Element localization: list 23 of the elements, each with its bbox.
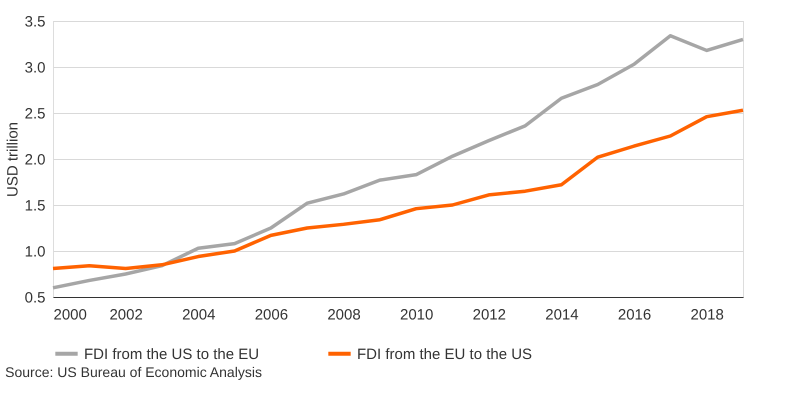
legend-label: FDI from the EU to the US <box>357 346 532 363</box>
y-tick-label: 1.5 <box>24 198 46 214</box>
y-tick-label: 3.0 <box>24 60 46 76</box>
x-tick-label: 2004 <box>182 306 216 324</box>
legend-label: FDI from the US to the EU <box>84 346 260 363</box>
y-tick-label: 1.0 <box>24 244 46 260</box>
y-tick-label: 2.0 <box>24 152 46 168</box>
x-tick-label: 2010 <box>400 306 434 324</box>
x-tick-label: 2014 <box>545 306 579 324</box>
x-tick-label: 2000 <box>54 306 87 324</box>
x-tick-label: 2006 <box>254 306 288 324</box>
x-tick-label: 2002 <box>109 306 143 324</box>
line-series <box>51 34 745 290</box>
y-tick-label: 0.5 <box>24 290 46 306</box>
y-axis-title: USD trillion <box>4 122 22 198</box>
source-note: Source: US Bureau of Economic Analysis <box>5 364 262 380</box>
line-series <box>51 108 745 270</box>
x-tick-label: 2018 <box>690 306 724 324</box>
x-tick-label: 2008 <box>327 306 361 324</box>
x-tick-label: 2012 <box>472 306 506 324</box>
y-tick-label: 2.5 <box>24 106 46 122</box>
y-tick-label: 3.5 <box>24 14 46 30</box>
x-tick-label: 2016 <box>618 306 652 324</box>
